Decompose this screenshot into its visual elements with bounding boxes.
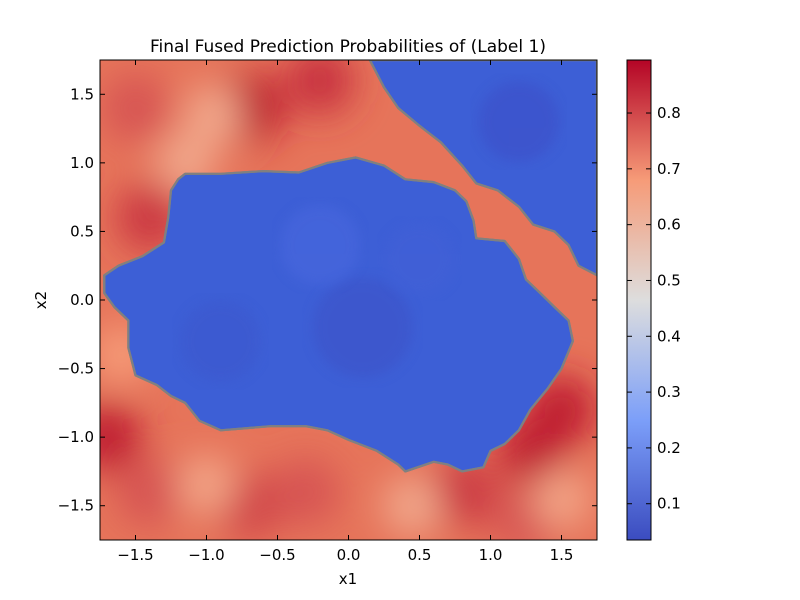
upper-right-shading (478, 81, 559, 162)
coolspot-3 (382, 475, 443, 536)
hotspot-4 (100, 403, 142, 472)
colorbar-ticks: 0.1 0.2 0.3 0.4 0.5 0.6 0.7 0.8 (627, 104, 681, 513)
colorbar: 0.1 0.2 0.3 0.4 0.5 0.6 0.7 0.8 (626, 59, 681, 541)
colorbar-tick-label: 0.8 (657, 104, 681, 122)
x-tick-label: −1.5 (117, 546, 153, 564)
heatmap-plot-area (100, 60, 597, 540)
y-axis-label: x2 (32, 291, 50, 309)
shade-2 (280, 205, 361, 286)
decision-contour-0 (103, 156, 574, 473)
y-tick-label: 1.0 (70, 154, 94, 172)
colorbar-tick-label: 0.6 (657, 216, 681, 234)
colorbar-gradient (627, 60, 651, 540)
colorbar-tick-label: 0.3 (657, 383, 681, 401)
y-tick-label: −1.5 (58, 497, 94, 515)
chart-title: Final Fused Prediction Probabilities of … (150, 37, 546, 57)
x-tick-label: −1.0 (188, 546, 224, 564)
x-tick-label: 0.0 (337, 546, 361, 564)
hotspot-7 (271, 458, 340, 526)
y-tick-label: −1.0 (58, 428, 94, 446)
coolspot-4 (531, 468, 592, 529)
x-tick-label: 0.5 (408, 546, 432, 564)
colorbar-tick-label: 0.4 (657, 327, 681, 345)
shade-0 (180, 301, 261, 382)
y-tick-label: 0.0 (70, 291, 94, 309)
hotspot-0 (101, 74, 170, 142)
y-tick-label: 1.5 (70, 85, 94, 103)
x-axis-label: x1 (339, 570, 357, 588)
decision-contour-1 (368, 60, 597, 277)
y-tick-label: −0.5 (58, 360, 94, 378)
colorbar-tick-label: 0.1 (657, 495, 681, 513)
colorbar-frame (626, 59, 652, 541)
coolspot-1 (183, 84, 244, 145)
x-tick-label: 1.5 (550, 546, 574, 564)
x-tick-label: −0.5 (259, 546, 295, 564)
low-probability-layer (103, 60, 597, 473)
shade-4 (478, 81, 559, 162)
colorbar-tick-label: 0.5 (657, 271, 681, 289)
hotspot-2 (286, 60, 355, 115)
hotspot-8 (428, 458, 497, 526)
shade-1 (312, 277, 413, 378)
x-axis: −1.5 −1.0 −0.5 0.0 0.5 1.0 1.5 (117, 60, 573, 564)
shade-3 (384, 223, 455, 294)
colorbar-tick-label: 0.2 (657, 439, 681, 457)
colorbar-tick-label: 0.7 (657, 160, 681, 178)
y-tick-label: 0.5 (70, 222, 94, 240)
coolspot-2 (176, 455, 237, 516)
x-tick-label: 1.0 (479, 546, 503, 564)
hotspot-5 (115, 458, 184, 526)
y-axis: −1.5 −1.0 −0.5 0.0 0.5 1.0 1.5 (58, 85, 597, 515)
central-shading (180, 205, 455, 382)
